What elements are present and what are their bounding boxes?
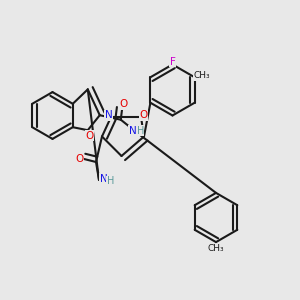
Text: H: H [107, 176, 114, 187]
Text: CH₃: CH₃ [194, 71, 210, 80]
Text: N: N [105, 110, 112, 121]
Text: N: N [129, 126, 136, 136]
Text: N: N [100, 173, 107, 184]
Text: CH₃: CH₃ [208, 244, 224, 253]
Text: H: H [136, 126, 144, 136]
Text: F: F [169, 56, 175, 67]
Text: O: O [85, 130, 93, 141]
Text: O: O [139, 110, 148, 121]
Text: O: O [120, 99, 128, 109]
Text: O: O [75, 154, 84, 164]
